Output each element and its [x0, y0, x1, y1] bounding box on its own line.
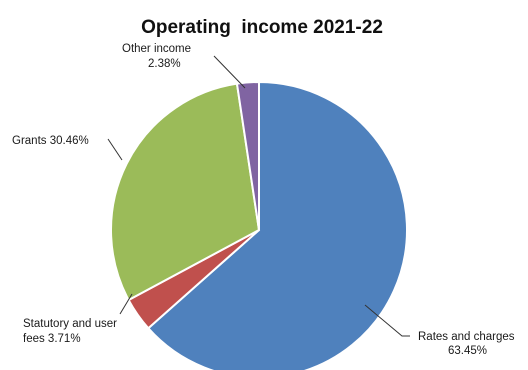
slice-label: fees 3.71%	[23, 333, 81, 345]
slice-label: Other income	[122, 43, 191, 55]
labels-layer: Rates and charges 63.45% Statutory and use…	[12, 43, 515, 357]
slices-layer	[110, 80, 408, 370]
chart-title: Operating income 2021-22	[141, 17, 383, 38]
leader-line	[364, 304, 410, 337]
leader-line	[119, 293, 133, 315]
slice-label: Rates and charges	[418, 331, 515, 343]
leader-line	[213, 55, 246, 89]
slice-label: Statutory and user	[23, 318, 117, 330]
leaders-layer	[107, 55, 410, 337]
leader-line	[107, 138, 123, 161]
pie-slice-rates-and-charges	[146, 80, 408, 370]
slice-label: 2.38%	[148, 58, 181, 70]
pie-slice-other-income	[235, 80, 260, 231]
slice-label: Grants 30.46%	[12, 135, 89, 147]
pie-slice-grants	[110, 82, 261, 302]
slice-label: 63.45%	[448, 345, 487, 357]
